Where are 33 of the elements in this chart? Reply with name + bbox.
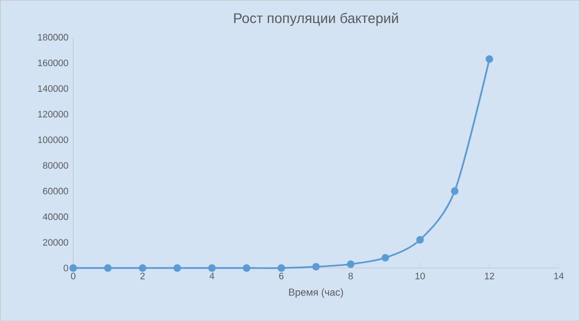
point bbox=[382, 254, 390, 262]
point bbox=[450, 187, 458, 195]
y-tick-label: 180000 bbox=[38, 34, 68, 40]
chart-title: Рост популяции бактерий bbox=[234, 12, 398, 26]
x-tick-label: 12 bbox=[484, 272, 494, 280]
x-tick-label: 10 bbox=[416, 272, 425, 280]
point bbox=[104, 264, 112, 272]
y-tick-label: 160000 bbox=[38, 59, 68, 66]
y-tick-label: 80000 bbox=[42, 162, 68, 169]
y-tick-label: 40000 bbox=[42, 213, 68, 220]
point bbox=[416, 236, 424, 244]
point bbox=[312, 262, 320, 270]
x-tick-label: 4 bbox=[210, 272, 214, 280]
point bbox=[138, 264, 146, 272]
x-tick-label: 14 bbox=[554, 272, 564, 280]
point bbox=[69, 264, 77, 272]
point bbox=[278, 264, 286, 272]
x-tick-label: 6 bbox=[279, 272, 284, 280]
point bbox=[486, 55, 494, 63]
y-tick-label: 0 bbox=[64, 264, 68, 272]
point bbox=[242, 264, 250, 272]
x-tick-label: 8 bbox=[348, 272, 353, 280]
y-tick-label: 100000 bbox=[38, 136, 68, 143]
point bbox=[208, 264, 216, 272]
x-tick-label: 2 bbox=[140, 272, 145, 280]
point bbox=[346, 260, 354, 268]
y-tick-label: 60000 bbox=[43, 188, 68, 194]
y-tick-label: 20000 bbox=[43, 238, 68, 246]
x-axis-title: Время (час) bbox=[289, 288, 343, 298]
y-tick-label: 120000 bbox=[38, 110, 68, 118]
y-tick-label: 140000 bbox=[38, 85, 68, 92]
point bbox=[173, 264, 182, 272]
x-tick-label: 0 bbox=[70, 272, 76, 280]
